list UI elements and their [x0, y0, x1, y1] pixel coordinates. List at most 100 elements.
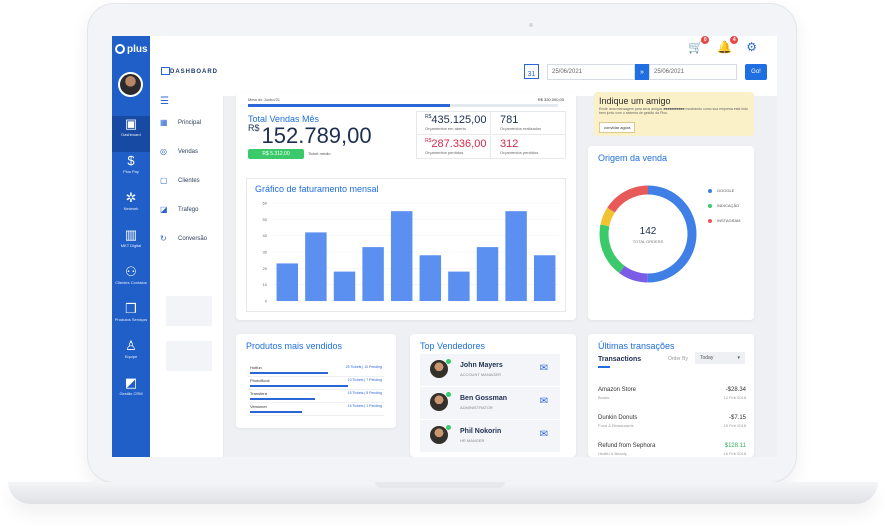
mail-icon[interactable]: ✉	[539, 396, 548, 407]
date-from-input[interactable]: 25/06/2021	[547, 64, 635, 80]
bar[interactable]	[276, 263, 299, 301]
product-name: Versioner	[250, 404, 267, 409]
bar[interactable]	[333, 271, 356, 301]
legend-dot	[708, 188, 712, 193]
seller-avatar	[430, 360, 448, 378]
bar[interactable]	[533, 255, 556, 301]
submenu-label: Principal	[178, 119, 202, 126]
bar[interactable]	[476, 247, 499, 301]
mail-icon[interactable]: ✉	[539, 429, 548, 440]
network-icon: ✲	[125, 190, 137, 205]
legend-label: GOOGLE	[717, 188, 735, 193]
screen: plus ▣ Dashboard $ Plus Pay ✲ Network ▥ MKT Dig…	[112, 36, 777, 457]
kpi-open-value: R$435.125,00	[425, 114, 486, 126]
y-tick-label: 20	[263, 266, 268, 271]
transaction-amount: -$28.34	[725, 387, 746, 393]
legend-google: GOOGLE	[708, 188, 734, 193]
kpi-lost-value: R$287.336,00	[425, 138, 486, 150]
order-by-select[interactable]: Today ▾	[695, 352, 745, 364]
seller-avatar	[430, 426, 448, 444]
mail-icon[interactable]: ✉	[539, 363, 548, 374]
seller-name: John Mayers	[460, 362, 503, 369]
kpi-open-currency: R$	[425, 114, 432, 120]
sidebar-item[interactable]: ♙ Equipe	[112, 338, 150, 374]
placeholder-block	[166, 341, 212, 371]
transaction-amount: -$7.15	[728, 415, 746, 421]
calendar-icon[interactable]: 31	[524, 64, 539, 79]
submenu-item[interactable]: ▢ Clientes	[160, 176, 200, 185]
topbar: 🛒 0 🔔 4 ⚙	[150, 36, 777, 96]
product-progress	[250, 411, 302, 413]
sidebar-item[interactable]: ⚇ Clientes Contatos	[112, 264, 150, 300]
products-title: Produtos mais vendidos	[246, 341, 343, 351]
sales-title: Total Vendas Mês	[248, 114, 320, 124]
sidebar-item[interactable]: ✲ Network	[112, 190, 150, 226]
invite-button[interactable]: convidar agora	[599, 122, 636, 133]
placeholder-block	[166, 296, 212, 326]
go-button[interactable]: Go!	[745, 64, 767, 80]
bar[interactable]	[305, 232, 327, 301]
sidebar-item-label: Produtos Serviços	[114, 317, 148, 322]
product-row[interactable]: PhotoBook 10 Tickets | 7 Pending	[248, 377, 384, 390]
submenu-item[interactable]: ◎ Vendas	[160, 147, 198, 156]
seller-row[interactable]: John Mayers ACCOUNT MANAGER ✉	[420, 354, 560, 386]
kpi-lost-count-value: 312	[500, 138, 519, 150]
kpi-done: 781 Orçamentos realizados	[492, 112, 566, 135]
sidebar-item-label: Equipe	[124, 354, 138, 359]
ticket-label: Ticket medio	[308, 151, 331, 156]
product-progress	[250, 385, 348, 387]
meta-progress	[248, 104, 558, 107]
submenu-item[interactable]: ◪ Trafego	[160, 205, 198, 214]
product-tag: 15 Tickets | 1 Pending	[347, 404, 382, 408]
online-indicator	[446, 359, 451, 364]
sidebar-item[interactable]: ▥ MKT Digital	[112, 227, 150, 263]
date-arrow-button[interactable]: »	[635, 64, 649, 80]
product-row[interactable]: Transfera 15 Tickets | 8 Pending	[248, 390, 384, 403]
logo[interactable]: plus	[115, 42, 149, 56]
hamburger-icon[interactable]: ☰	[160, 96, 169, 107]
sidebar-item[interactable]: $ Plus Pay	[112, 153, 150, 189]
transactions-title: Últimas transações	[598, 341, 675, 351]
bell-icon[interactable]: 🔔 4	[717, 36, 739, 54]
submenu-item[interactable]: ↻ Conversão	[160, 234, 207, 243]
invite-title: Indique um amigo	[599, 96, 671, 106]
sidebar-item[interactable]: ◩ Gestão CRM	[112, 375, 150, 411]
transaction-date: 15 Feb 2018	[723, 423, 746, 428]
cart-icon[interactable]: 🛒 0	[688, 36, 710, 54]
tab-transactions[interactable]: Transactions	[598, 356, 642, 363]
transaction-row[interactable]: Amazon Store Books -$28.34 12 Feb 2018	[598, 384, 746, 408]
sidebar-item[interactable]: ▣ Dashboard	[112, 116, 150, 152]
sidebar-item[interactable]: ❒ Produtos Serviços	[112, 301, 150, 337]
dashboard-icon	[161, 67, 170, 75]
gear-icon[interactable]: ⚙	[746, 40, 757, 54]
logo-text: plus	[127, 43, 148, 55]
transaction-name: Amazon Store	[598, 387, 637, 393]
date-to-input[interactable]: 25/06/2021	[649, 64, 737, 80]
bar[interactable]	[419, 255, 442, 301]
product-row[interactable]: Hotfun 25 Tickets | 10 Pending	[248, 364, 384, 377]
webcam	[529, 23, 533, 27]
transaction-row[interactable]: Dunkin Donuts Food & Restaurants -$7.15 15 …	[598, 412, 746, 436]
page-title: DASHBOARD	[170, 69, 218, 75]
product-row[interactable]: Versioner 15 Tickets | 1 Pending	[248, 403, 384, 416]
legend-indicacao: INDICAÇÃO	[708, 203, 739, 208]
seller-row[interactable]: Phil Nokorin HR MANGER ✉	[420, 420, 560, 452]
donut-slice[interactable]	[599, 185, 697, 283]
submenu-label: Trafego	[178, 206, 199, 213]
sellers-title: Top Vendedores	[420, 341, 486, 351]
avatar[interactable]	[118, 72, 143, 97]
bar[interactable]	[505, 211, 527, 301]
bar[interactable]	[390, 211, 413, 301]
submenu-item[interactable]: ▦ Principal	[160, 118, 201, 127]
crm-icon: ◩	[124, 375, 138, 390]
meta-value: R$ 320.000,00	[537, 97, 564, 102]
bar[interactable]	[362, 247, 384, 301]
transaction-row[interactable]: Refund from Sephora Health & Beauty $128.1…	[598, 440, 746, 457]
donut-slice[interactable]	[599, 185, 697, 283]
seller-row[interactable]: Ben Gossman ADMINISTRATOR ✉	[420, 387, 560, 419]
sidebar-item-label: Plus Pay	[123, 169, 139, 174]
kpi-open-label: Orçamentos em aberto	[425, 126, 466, 131]
sales-total: R$152.789,00	[248, 123, 372, 149]
ticket-value: R$ 5.312,00	[248, 149, 304, 159]
bar[interactable]	[448, 271, 470, 301]
